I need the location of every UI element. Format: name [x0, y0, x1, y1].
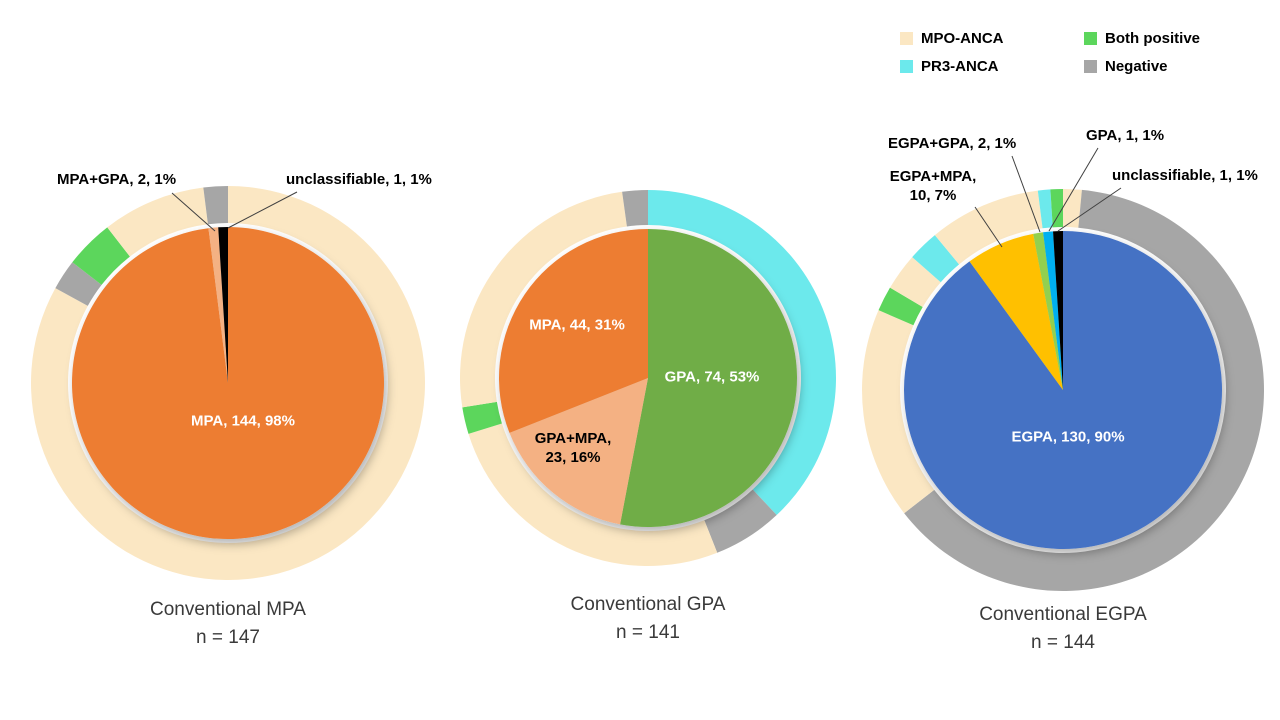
pie-slice-mpa	[499, 229, 648, 433]
slice-label-gpa-mpa: GPA+MPA, 23, 16%	[534, 430, 612, 466]
pie-conventional-mpa	[72, 227, 385, 539]
generated-charts	[30, 186, 1264, 592]
callout-label-egpa-gpa: EGPA+GPA, 2, 1%	[888, 135, 1017, 152]
ring-segment-negative	[622, 190, 648, 227]
pie-slice-gpa	[1043, 231, 1063, 390]
ring-segment-pr3-anca	[912, 235, 960, 283]
slice-label-mpa: MPA, 144, 98%	[191, 412, 295, 430]
legend-item-both-positive: Both positive	[1084, 30, 1200, 47]
chart3-n: n = 144	[1031, 632, 1095, 653]
legend-item-negative: Negative	[1084, 58, 1200, 75]
chart3-title-block: Conventional EGPA n = 144	[913, 601, 1213, 657]
ring-segment-both-positive	[462, 401, 502, 434]
callout-label-unclassifiable-egpa: unclassifiable, 1, 1%	[1112, 167, 1258, 184]
pie-slice-gpa-mpa	[509, 378, 648, 525]
ring-segment-negative	[55, 262, 102, 306]
leader-line-unclassifiable-mpa	[227, 191, 298, 229]
legend-label-pr3-anca: PR3-ANCA	[921, 58, 999, 75]
pie-slice-egpa	[903, 231, 1222, 549]
chart2-title: Conventional GPA	[570, 594, 726, 615]
legend-item-pr3-anca: PR3-ANCA	[900, 58, 1084, 75]
legend-label-mpo-anca: MPO-ANCA	[921, 30, 1004, 47]
ring-segment-both-positive	[878, 287, 923, 326]
leader-line-mpa-gpa	[171, 192, 216, 232]
pie-slice-mpa	[72, 227, 385, 539]
chart1-title: Conventional MPA	[150, 599, 306, 620]
ring-segment-negative	[203, 186, 228, 225]
legend-label-negative: Negative	[1105, 58, 1168, 75]
ring-segment-mpo-anca	[107, 187, 208, 257]
slice-label-egpa: EGPA, 130, 90%	[1011, 428, 1125, 446]
callout-label-mpa-gpa: MPA+GPA, 2, 1%	[57, 171, 177, 188]
ring-conventional-mpa	[30, 186, 425, 581]
ring-segment-mpo-anca	[861, 310, 935, 514]
callout-label-gpa-in-egpa: GPA, 1, 1%	[1086, 127, 1165, 144]
pie-slice-mpa-gpa	[208, 227, 228, 383]
legend-swatch-negative	[1084, 60, 1097, 73]
chart2-title-block: Conventional GPA n = 141	[498, 591, 798, 647]
chart1-title-block: Conventional MPA n = 147	[78, 596, 378, 652]
pie-slice-egpa-gpa	[1033, 232, 1063, 390]
chart2-n: n = 141	[616, 622, 680, 643]
chart1-n: n = 147	[196, 627, 260, 648]
callout-label-egpa-mpa: EGPA+MPA, 10, 7%	[889, 168, 977, 204]
legend: MPO-ANCA Both positive PR3-ANCA Negative	[900, 30, 1200, 75]
legend-item-mpo-anca: MPO-ANCA	[900, 30, 1084, 47]
leader-line-egpa-gpa	[1011, 155, 1041, 233]
pie-slice-gpa	[620, 229, 798, 527]
legend-label-both-positive: Both positive	[1105, 30, 1201, 47]
ring-segment-pr3-anca	[1037, 189, 1053, 229]
ring-segment-negative	[704, 489, 777, 553]
pie-conventional-egpa	[903, 231, 1222, 549]
ring-segment-both-positive	[1050, 189, 1063, 228]
leader-line-gpa	[1048, 147, 1099, 232]
leader-line-unclassifiable-egpa	[1057, 187, 1122, 232]
slice-label-gpa: GPA, 74, 53%	[664, 368, 760, 386]
pie-slice-unclassifiable	[218, 227, 228, 383]
legend-swatch-mpo-anca	[900, 32, 913, 45]
pie-slice-unclassifiable	[1053, 231, 1063, 390]
chart3-title: Conventional EGPA	[979, 604, 1147, 625]
leader-lines	[171, 147, 1122, 248]
legend-swatch-both-positive	[1084, 32, 1097, 45]
pie-conventional-gpa	[499, 229, 798, 527]
ring-segment-both-positive	[72, 227, 130, 285]
pie-slice-egpa-mpa	[969, 233, 1063, 390]
slice-label-mpa-in-gpa: MPA, 44, 31%	[529, 316, 625, 334]
ring-segment-mpo-anca	[460, 191, 627, 408]
ring-conventional-gpa	[460, 190, 836, 566]
legend-swatch-pr3-anca	[900, 60, 913, 73]
leader-line-egpa-mpa	[974, 206, 1003, 248]
callout-label-unclassifiable-mpa: unclassifiable, 1, 1%	[286, 171, 432, 188]
ring-segment-pr3-anca	[648, 190, 836, 516]
ring-segment-mpo-anca	[468, 423, 718, 566]
ring-segment-mpo-anca	[889, 257, 941, 308]
